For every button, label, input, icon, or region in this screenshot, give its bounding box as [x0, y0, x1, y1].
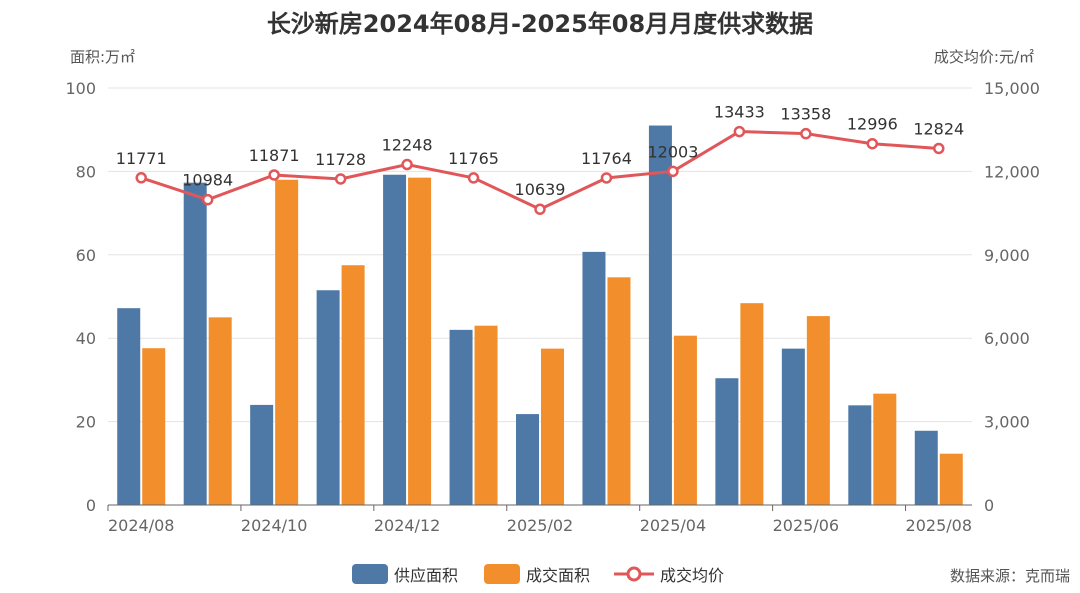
legend-item-supply[interactable]: 供应面积	[352, 563, 458, 585]
price-point	[933, 142, 945, 155]
price-data-label: 13358	[780, 105, 831, 124]
x-tick-label: 2025/08	[906, 516, 972, 535]
price-point	[201, 193, 214, 206]
bar-supply	[516, 414, 539, 505]
price-line	[135, 125, 945, 215]
bar-deal	[939, 453, 963, 505]
data-source: 数据来源：克而瑞	[949, 567, 1070, 585]
bar-supply	[316, 290, 340, 505]
price-data-label: 11764	[581, 149, 632, 168]
bar-supply	[781, 348, 805, 505]
y-tick-right: 15,000	[984, 79, 1040, 98]
legend-label-supply: 供应面积	[394, 566, 459, 585]
bar-supply	[183, 182, 207, 505]
bar-deal	[208, 317, 232, 505]
price-point	[334, 173, 347, 185]
price-data-label: 13433	[714, 103, 765, 122]
bar-deal	[474, 325, 498, 505]
bar-deal	[275, 179, 299, 506]
y-tick-right: 12,000	[984, 162, 1040, 181]
y-axis-right-label: 成交均价:元/㎡	[933, 48, 1034, 66]
price-point	[135, 172, 147, 184]
bar-deal	[142, 348, 166, 505]
bar-deal	[806, 316, 830, 505]
x-tick-label: 2024/10	[241, 516, 307, 535]
price-point	[600, 172, 613, 184]
legend-swatch-deal	[484, 564, 520, 584]
bars	[117, 125, 963, 506]
y-tick-right: 6,000	[984, 329, 1030, 348]
price-data-label: 12248	[382, 136, 433, 155]
price-point	[401, 158, 413, 171]
bar-supply	[648, 125, 672, 505]
price-point	[866, 137, 879, 150]
bar-deal	[408, 177, 432, 505]
price-point	[733, 125, 746, 138]
price-data-label: 12824	[913, 119, 964, 138]
price-data-label: 11871	[249, 146, 300, 165]
y-tick-left: 60	[76, 246, 96, 265]
bar-deal	[541, 348, 564, 505]
x-tick-label: 2024/12	[374, 516, 440, 535]
bar-supply	[383, 174, 407, 505]
bar-supply	[848, 405, 872, 505]
chart-title: 长沙新房2024年08月-2025年08月月度供求数据	[266, 10, 814, 38]
price-data-label: 10639	[515, 180, 566, 199]
price-point	[800, 127, 812, 140]
price-data-label: 10984	[182, 171, 233, 190]
bar-deal	[873, 393, 897, 505]
x-tick-label: 2025/06	[773, 516, 839, 535]
price-data-label: 12996	[847, 115, 898, 134]
bar-supply	[449, 329, 473, 505]
y-tick-right: 3,000	[984, 413, 1030, 432]
y-tick-left: 0	[86, 496, 96, 515]
price-data-label: 12003	[647, 142, 698, 161]
bar-deal	[607, 277, 631, 505]
y-tick-right: 0	[984, 496, 994, 515]
price-point	[268, 169, 280, 181]
price-data-label: 11765	[448, 149, 499, 168]
bar-supply	[117, 308, 141, 505]
bar-supply	[250, 404, 274, 505]
bar-supply	[582, 251, 606, 505]
bar-deal	[673, 335, 697, 505]
bar-deal	[740, 303, 764, 505]
legend-swatch-price	[614, 566, 654, 582]
y-tick-left: 20	[76, 413, 96, 432]
bar-supply	[914, 430, 938, 505]
x-tick-label: 2025/02	[507, 516, 573, 535]
legend-label-deal: 成交面积	[526, 566, 591, 585]
y-tick-right: 9,000	[984, 246, 1030, 265]
bar-deal	[341, 265, 365, 505]
legend-item-deal[interactable]: 成交面积	[484, 563, 590, 585]
legend-label-price: 成交均价	[660, 566, 725, 585]
price-point	[534, 203, 546, 215]
price-point	[467, 172, 480, 184]
y-axis-left-label: 面积:万㎡	[70, 48, 136, 66]
y-tick-left: 80	[76, 162, 96, 181]
x-tick-label: 2024/08	[108, 516, 174, 535]
y-tick-left: 40	[76, 329, 96, 348]
price-data-label: 11771	[116, 149, 167, 168]
legend-swatch-supply	[352, 564, 388, 584]
axes: 0 0 20 3,000 40 6,000 60 9,000 80 12,000 100 15,000…	[65, 79, 1040, 535]
price-point	[667, 165, 679, 178]
legend-item-price[interactable]: 成交均价	[614, 563, 724, 585]
bar-supply	[715, 378, 739, 505]
price-data-label: 11728	[315, 150, 366, 169]
x-tick-label: 2025/04	[640, 516, 706, 535]
y-tick-left: 100	[65, 79, 96, 98]
data-labels: 11771 10984 11871 11728 12248 11765 10639 11764…	[116, 103, 964, 200]
